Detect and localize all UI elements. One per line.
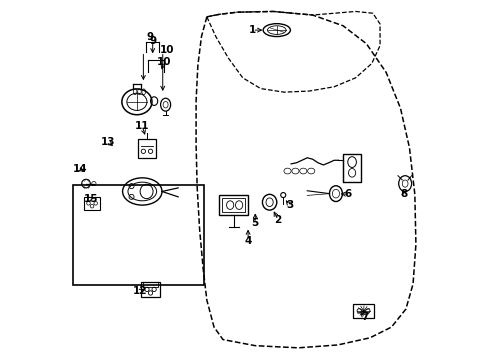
Bar	[352, 305, 373, 318]
Text: 7: 7	[360, 312, 367, 322]
Text: 10: 10	[160, 45, 174, 55]
Text: 15: 15	[83, 194, 98, 204]
Text: 13: 13	[101, 138, 115, 147]
Bar	[343, 154, 360, 182]
Text: 10: 10	[156, 57, 171, 67]
Text: 3: 3	[285, 200, 293, 210]
Text: 4: 4	[244, 236, 251, 246]
Text: 6: 6	[344, 189, 351, 199]
Text: 8: 8	[400, 189, 407, 199]
Text: 9: 9	[149, 36, 156, 46]
Text: 9: 9	[146, 32, 153, 41]
Bar	[140, 282, 160, 297]
Text: 1: 1	[248, 25, 256, 35]
Bar	[143, 282, 158, 287]
Text: 12: 12	[132, 286, 147, 296]
Bar	[219, 195, 247, 215]
Bar	[84, 197, 100, 210]
Text: 5: 5	[251, 218, 258, 228]
Text: 11: 11	[135, 121, 149, 131]
Text: 14: 14	[73, 164, 87, 174]
Bar	[73, 185, 203, 285]
Text: 2: 2	[274, 215, 281, 225]
Bar	[138, 139, 155, 158]
Bar	[222, 198, 244, 212]
